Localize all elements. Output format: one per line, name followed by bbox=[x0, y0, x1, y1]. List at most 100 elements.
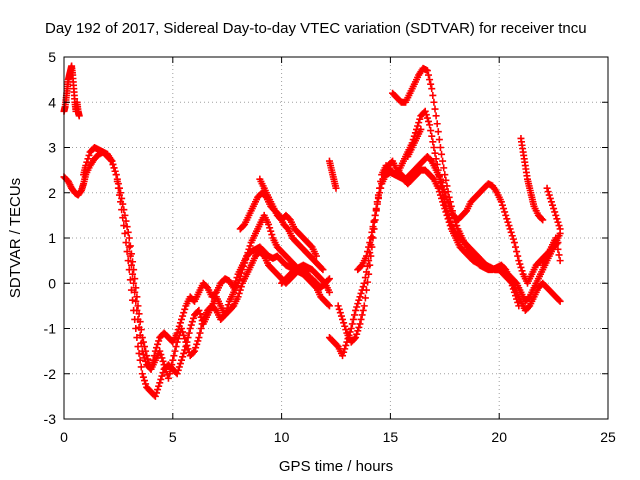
data-point bbox=[417, 125, 425, 133]
data-point bbox=[324, 301, 332, 309]
data-point bbox=[319, 266, 327, 274]
data-point bbox=[448, 207, 456, 215]
data-point bbox=[517, 263, 525, 271]
data-point bbox=[340, 319, 348, 327]
data-point bbox=[117, 198, 125, 206]
data-point bbox=[198, 320, 206, 328]
data-point bbox=[359, 283, 367, 291]
data-point bbox=[166, 370, 174, 378]
data-point bbox=[176, 360, 184, 368]
data-point bbox=[111, 167, 119, 175]
data-point bbox=[357, 289, 365, 297]
data-point bbox=[426, 76, 434, 84]
data-point bbox=[193, 340, 201, 348]
data-point bbox=[131, 288, 139, 296]
data-point bbox=[551, 208, 559, 216]
data-point bbox=[342, 341, 350, 349]
data-point bbox=[436, 175, 444, 183]
y-tick-label: 4 bbox=[48, 94, 56, 110]
data-point bbox=[334, 302, 342, 310]
x-tick-label: 25 bbox=[600, 429, 616, 445]
data-point bbox=[154, 386, 162, 394]
data-point bbox=[366, 239, 374, 247]
data-point bbox=[240, 262, 248, 270]
data-point bbox=[124, 228, 132, 236]
x-tick-label: 10 bbox=[274, 429, 290, 445]
data-point bbox=[336, 309, 344, 317]
y-tick-label: 3 bbox=[48, 140, 56, 156]
data-point bbox=[555, 296, 563, 304]
data-point bbox=[324, 276, 332, 284]
data-point bbox=[428, 85, 436, 93]
data-point bbox=[515, 257, 523, 265]
data-point bbox=[114, 184, 122, 192]
series-tracks-o bbox=[543, 184, 564, 233]
data-point bbox=[121, 229, 129, 237]
chart-title: Day 192 of 2017, Sidereal Day-to-day VTE… bbox=[45, 20, 587, 37]
data-point bbox=[427, 80, 435, 88]
data-point bbox=[173, 370, 181, 378]
data-point bbox=[303, 269, 311, 277]
data-point bbox=[159, 369, 167, 377]
series-tracks-l bbox=[389, 64, 523, 310]
data-point bbox=[342, 326, 350, 334]
data-point bbox=[502, 211, 510, 219]
data-point bbox=[142, 357, 150, 365]
data-point bbox=[181, 335, 189, 343]
data-point bbox=[266, 224, 274, 232]
data-point bbox=[173, 338, 181, 346]
data-point bbox=[174, 366, 182, 374]
data-point bbox=[123, 248, 131, 256]
data-point bbox=[512, 243, 520, 251]
data-point bbox=[179, 312, 187, 320]
data-point bbox=[348, 320, 356, 328]
data-point bbox=[161, 364, 169, 372]
data-point bbox=[126, 276, 134, 284]
data-point bbox=[325, 288, 333, 296]
data-point bbox=[431, 149, 439, 157]
data-point bbox=[241, 259, 249, 267]
data-point bbox=[170, 352, 178, 360]
data-point bbox=[312, 252, 320, 260]
data-point bbox=[180, 349, 188, 357]
data-point bbox=[443, 182, 451, 190]
data-point bbox=[183, 341, 191, 349]
data-point bbox=[504, 218, 512, 226]
data-point bbox=[132, 325, 140, 332]
data-point bbox=[422, 111, 430, 119]
data-point bbox=[369, 223, 377, 231]
data-point bbox=[361, 274, 369, 282]
data-point bbox=[547, 198, 555, 206]
data-point bbox=[554, 218, 562, 226]
data-point bbox=[440, 185, 448, 193]
data-point bbox=[125, 234, 133, 242]
data-point bbox=[518, 267, 526, 275]
data-point bbox=[430, 144, 438, 151]
data-point bbox=[224, 301, 232, 309]
data-point bbox=[175, 363, 183, 371]
data-point bbox=[125, 243, 133, 251]
data-point bbox=[138, 347, 146, 355]
data-point bbox=[268, 231, 276, 239]
data-point bbox=[141, 354, 149, 362]
data-point bbox=[516, 260, 524, 268]
data-point bbox=[189, 348, 197, 356]
data-point bbox=[235, 276, 243, 284]
data-point bbox=[237, 283, 245, 291]
data-point bbox=[513, 295, 521, 303]
data-point bbox=[132, 297, 140, 305]
data-point bbox=[434, 128, 442, 136]
data-point bbox=[439, 157, 447, 165]
data-point bbox=[364, 278, 372, 286]
data-point bbox=[197, 325, 205, 332]
data-point bbox=[129, 258, 137, 266]
data-point bbox=[379, 175, 387, 183]
data-point bbox=[244, 249, 252, 257]
data-point bbox=[152, 389, 160, 397]
data-point bbox=[361, 294, 369, 302]
data-point bbox=[415, 119, 423, 127]
data-point bbox=[167, 365, 175, 373]
data-point bbox=[500, 205, 508, 213]
data-point bbox=[154, 340, 162, 348]
